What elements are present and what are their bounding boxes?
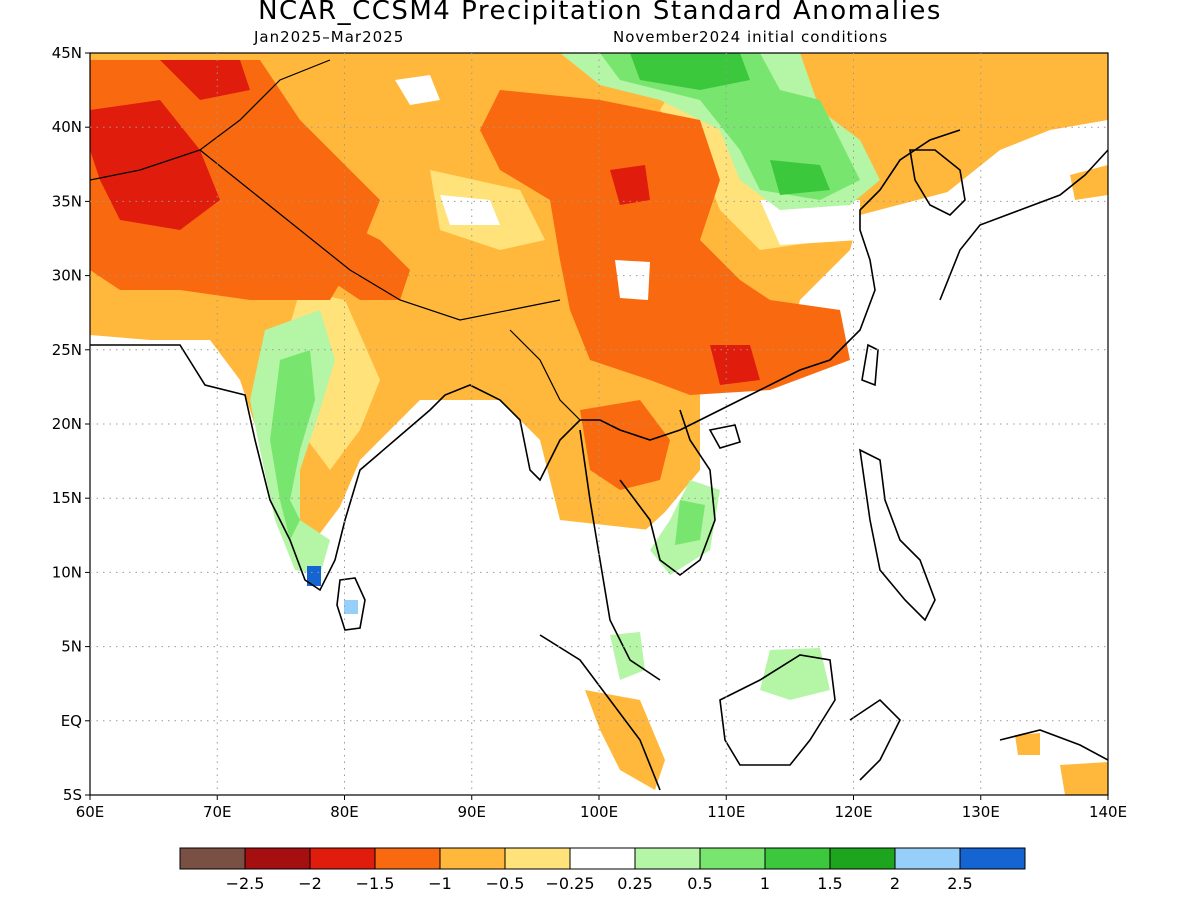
coastline-japan xyxy=(939,149,1108,301)
coastline-borneo xyxy=(719,654,836,766)
x-tick-label: 70E xyxy=(203,803,232,821)
colorbar-label: 0.25 xyxy=(617,874,653,893)
colorbar-swatch xyxy=(309,847,376,870)
gridlines xyxy=(90,53,1108,795)
colorbar-label: 2 xyxy=(890,874,900,893)
coastline-korea xyxy=(909,149,966,216)
anomaly-region-plus-0.5 xyxy=(760,648,830,700)
colorbar-swatch xyxy=(504,847,571,870)
coastline-sumatra xyxy=(539,634,661,791)
colorbar-swatch xyxy=(959,847,1026,870)
x-tick-label: 120E xyxy=(834,803,872,821)
colorbar-swatch xyxy=(634,847,701,870)
anomaly-region-near-normal xyxy=(395,75,440,105)
colorbar-swatch xyxy=(374,847,441,870)
anomaly-region-near-normal xyxy=(90,340,290,545)
colorbar-swatch xyxy=(569,847,636,870)
y-tick-label: 35N xyxy=(52,192,82,210)
coastlines xyxy=(90,59,1108,791)
anomaly-region-minus-0.5 xyxy=(585,690,665,790)
coastline-sulawesi xyxy=(849,698,901,781)
x-tick-label: 100E xyxy=(580,803,618,821)
colorbar-label: −2.5 xyxy=(226,874,265,893)
x-tick-label: 130E xyxy=(962,803,1000,821)
anomaly-region-minus-0.5 xyxy=(1015,733,1040,755)
x-tick-label: 110E xyxy=(707,803,745,821)
y-tick-label: 20N xyxy=(52,415,82,433)
anomaly-region-minus-1 xyxy=(330,215,410,300)
colorbar-swatch xyxy=(894,847,961,870)
anomaly-region-minus-1 xyxy=(580,400,670,490)
colorbar-label: 2.5 xyxy=(947,874,972,893)
coastline-indochina xyxy=(619,409,716,576)
coastline-new-guinea xyxy=(999,729,1108,761)
border-himalaya xyxy=(199,149,561,321)
coastline-sri-lanka xyxy=(336,577,366,631)
map-title: NCAR_CCSM4 Precipitation Standard Anomal… xyxy=(258,0,942,26)
anomaly-region-plus-1.5 xyxy=(630,53,750,90)
y-tick-label: 5N xyxy=(61,638,82,656)
anomaly-region-plus-1 xyxy=(270,350,315,540)
colorbar-swatch xyxy=(829,847,896,870)
anomaly-region-near-normal xyxy=(615,260,650,300)
colorbar-label: −0.25 xyxy=(545,874,594,893)
y-tick-label: EQ xyxy=(61,712,82,730)
colorbar-label: 0.5 xyxy=(687,874,712,893)
y-tick-label: 15N xyxy=(52,489,82,507)
anomaly-region-plus-1 xyxy=(675,500,705,545)
colorbar-swatch xyxy=(439,847,506,870)
x-tick-label: 80E xyxy=(330,803,359,821)
border-central-asia xyxy=(90,59,331,181)
axis-ticks: 60E 70E 80E 90E 100E 110E 120E 130E 140E 45N 40N 35… xyxy=(52,44,1127,821)
coastline-philippines xyxy=(858,448,936,622)
colorbar-label: −1 xyxy=(428,874,452,893)
y-tick-label: 10N xyxy=(52,563,82,581)
y-tick-label: 5S xyxy=(63,786,82,804)
colorbar-swatch xyxy=(699,847,766,870)
initial-conditions: November2024 initial conditions xyxy=(613,28,889,46)
coastline-malay-peninsula xyxy=(579,429,661,681)
anomaly-region-minus-1 xyxy=(480,90,850,395)
colorbar-swatch xyxy=(764,847,831,870)
anomaly-cell-plus-2 xyxy=(344,600,358,614)
colorbar-label: −0.5 xyxy=(486,874,525,893)
anomaly-region-minus-1.5 xyxy=(710,345,760,385)
border-myanmar xyxy=(509,329,581,421)
coastline-taiwan xyxy=(861,343,879,387)
colorbar-swatch xyxy=(244,847,311,870)
anomaly-region-plus-1.5 xyxy=(770,160,830,195)
x-tick-label: 90E xyxy=(457,803,486,821)
colorbar-label: −2 xyxy=(298,874,322,893)
colorbar-swatch xyxy=(179,847,246,870)
colorbar-label: 1 xyxy=(760,874,770,893)
coastline-south-asia xyxy=(90,129,961,592)
colorbar-label: −1.5 xyxy=(356,874,395,893)
x-tick-label: 60E xyxy=(76,803,105,821)
anomaly-region-near-normal xyxy=(760,200,860,245)
coastline-hainan xyxy=(708,424,741,449)
y-tick-label: 25N xyxy=(52,341,82,359)
y-tick-label: 30N xyxy=(52,267,82,285)
y-tick-label: 45N xyxy=(52,44,82,62)
anomaly-cell-plus-2.5 xyxy=(307,566,321,586)
anomaly-region-near-normal xyxy=(440,195,500,225)
y-tick-label: 40N xyxy=(52,118,82,136)
x-tick-label: 140E xyxy=(1089,803,1127,821)
anomaly-region-minus-1.5 xyxy=(160,60,250,100)
anomaly-region-minus-0.5 xyxy=(1060,762,1108,795)
colorbar: −2.5 −2 −1.5 −1 −0.5 −0.25 0.25 0.5 1 1.5 2 2.5 xyxy=(179,847,1026,893)
anomaly-region-minus-0.5 xyxy=(1070,165,1108,200)
anomaly-region-minus-1.5 xyxy=(610,165,650,205)
forecast-period: Jan2025–Mar2025 xyxy=(254,28,405,46)
colorbar-label: 1.5 xyxy=(817,874,842,893)
